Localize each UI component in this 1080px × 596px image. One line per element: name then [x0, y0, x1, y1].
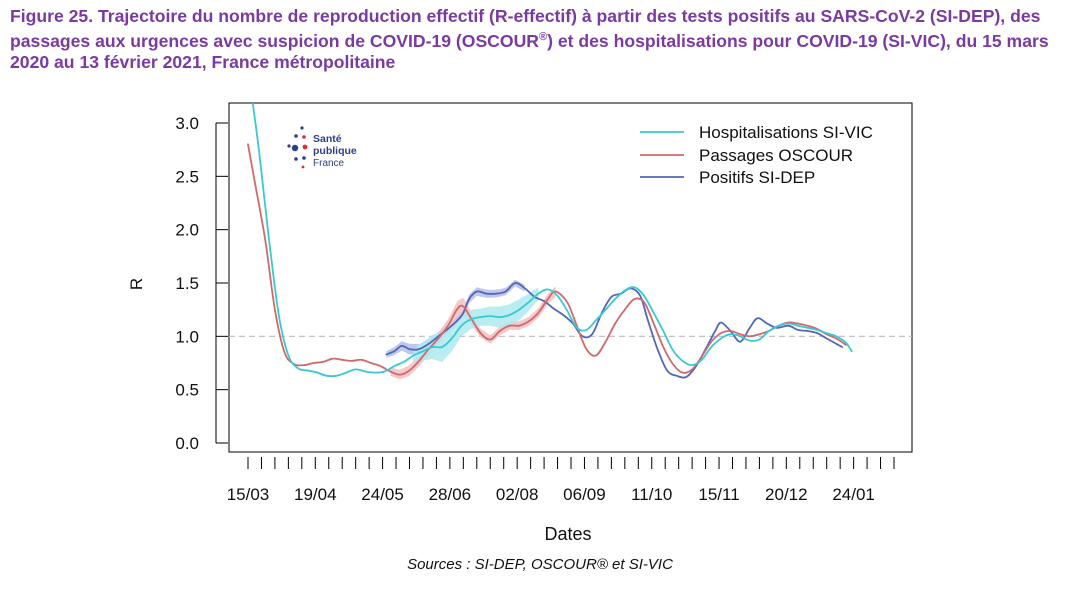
x-tick-label: 11/10: [631, 485, 672, 504]
caption-text-post: ) et des hospitalisations pour COVID-19 …: [10, 30, 1049, 72]
series-line-positifs: [385, 282, 843, 379]
logo-dot: [302, 135, 306, 139]
x-axis-label: Dates: [544, 524, 591, 544]
legend: Hospitalisations SI-VIC Passages OSCOUR Po…: [640, 123, 873, 187]
caption-registered-mark: ®: [538, 31, 548, 43]
x-tick-label: 19/04: [294, 485, 337, 504]
logo-dot: [294, 134, 298, 138]
logo-dot: [300, 126, 304, 130]
sante-publique-logo: Santé publique France: [287, 126, 357, 169]
x-tick-label: 15/11: [698, 485, 739, 504]
caption-text-pre: Figure 25. Trajectoire du nombre de repr…: [10, 6, 1041, 51]
x-tick-label: 15/03: [227, 485, 270, 504]
x-tick-label: 28/06: [429, 485, 472, 504]
logo-dot: [291, 144, 299, 152]
y-tick-label: 1.5: [175, 274, 199, 293]
logo-dot: [294, 157, 298, 161]
logo-text-publique: publique: [313, 145, 357, 157]
y-tick-label: 1.0: [175, 327, 199, 346]
figure-caption: Figure 25. Trajectoire du nombre de repr…: [10, 6, 1072, 73]
x-tick-label: 02/08: [496, 485, 539, 504]
sources-note: Sources : SI-DEP, OSCOUR® et SI-VIC: [407, 556, 673, 573]
y-tick-label: 2.5: [175, 167, 199, 186]
confidence-bands: [386, 279, 556, 380]
y-tick-label: 0.0: [175, 434, 199, 453]
logo-dot: [287, 144, 291, 148]
series-line-passages: [247, 143, 847, 376]
series-line-hospitalisations: [251, 103, 853, 378]
y-axis-label: R: [127, 278, 146, 290]
y-tick-label: 0.5: [175, 381, 199, 400]
x-axis: 15/03 19/04 24/05 28/06 02/08 06/09 11/10 15/11…: [227, 457, 895, 504]
y-tick-label: 2.0: [175, 221, 199, 240]
logo-text-sante: Santé: [313, 133, 342, 145]
legend-label-positifs: Positifs SI-DEP: [699, 168, 815, 187]
y-axis: 0.0 0.5 1.0 1.5 2.0 2.5 3.0: [175, 114, 228, 453]
logo-dot: [302, 156, 306, 160]
y-tick-label: 3.0: [175, 114, 199, 133]
logo-dot: [302, 144, 308, 150]
x-tick-label: 06/09: [563, 485, 606, 504]
x-tick-label: 20/12: [765, 485, 808, 504]
x-tick-label: 24/01: [832, 485, 875, 504]
logo-text-france: France: [313, 158, 345, 169]
legend-label-passages: Passages OSCOUR: [699, 146, 853, 165]
plot-frame: [228, 102, 913, 453]
series-lines: [247, 103, 853, 379]
band-passages: [390, 286, 556, 380]
x-tick-label: 24/05: [361, 485, 404, 504]
logo-dot: [301, 165, 305, 169]
legend-label-hospitalisations: Hospitalisations SI-VIC: [699, 123, 873, 142]
